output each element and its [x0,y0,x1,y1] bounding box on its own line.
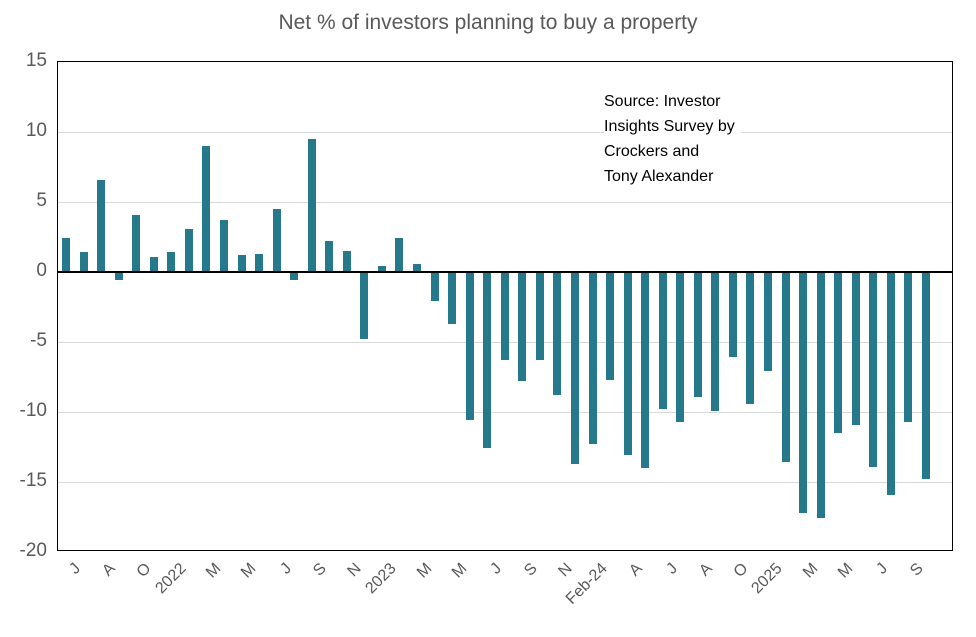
bar [237,255,246,272]
gridline [58,411,952,413]
x-tick-label: S [906,560,927,580]
bar [886,272,895,495]
bar [641,272,650,468]
x-tick-label: S [520,560,541,580]
bar [342,251,351,272]
bar [711,272,720,411]
bar [623,272,632,456]
y-tick-label: 15 [25,50,47,71]
x-tick-label: M [834,560,857,582]
x-tick-label: M [238,560,260,582]
x-tick-label: S [310,560,330,580]
gridline [58,131,952,133]
chart-title: Net % of investors planning to buy a pro… [278,11,698,34]
x-tick-label: M [202,560,225,582]
bar [377,266,386,272]
gridline [58,201,952,203]
bar [448,272,457,324]
y-tick-label: -15 [19,470,47,491]
bar [921,272,930,480]
x-tick-label: 2025 [748,560,787,598]
x-tick-label: O [133,560,155,581]
x-tick-label: A [696,560,716,580]
bar [676,272,685,422]
bar [325,241,334,272]
bar [799,272,808,513]
x-tick-label: J [276,560,295,578]
source-note-line: Crockers and [604,143,700,160]
bar [553,272,562,396]
bar [430,272,439,302]
y-tick-label: 0 [36,260,47,281]
zero-axis-line [58,271,952,273]
bar [114,272,123,281]
bar [360,272,369,340]
bar [395,238,404,272]
bar [62,238,70,272]
bar [606,272,615,380]
bar [869,272,878,467]
bar [202,146,211,272]
bar [500,272,509,361]
x-tick-label: J [873,560,892,578]
bar [97,179,106,272]
bar [290,272,299,281]
bar [167,252,176,272]
bar [132,214,141,272]
source-note: Source: Investor Insights Survey by Croc… [604,89,741,189]
x-tick-label: M [799,560,822,582]
bar [816,272,825,519]
bar [693,272,702,397]
x-tick-label: N [555,560,576,581]
x-tick-label: O [730,560,751,581]
x-tick-label: N [344,560,365,581]
bar [746,272,755,404]
bar [658,272,667,410]
y-tick-label: -20 [19,540,47,561]
source-note-line: Tony Alexander [604,168,714,185]
x-tick-label: 2023 [362,560,400,598]
bar [483,272,492,449]
x-tick-label: A [626,560,646,580]
source-note-line: Insights Survey by [604,118,735,135]
bar [307,139,316,272]
bar [904,272,913,422]
bar [588,272,597,445]
x-tick-label: M [448,560,471,582]
source-note-line: Source: Investor [604,93,721,110]
bar [518,272,527,382]
bar [781,272,790,463]
bar [535,272,544,361]
x-tick-label: A [99,560,120,580]
y-tick-label: 10 [25,120,47,141]
bar [465,272,474,421]
bar [79,252,88,272]
x-tick-label: J [66,560,85,578]
bar [834,272,843,433]
y-tick-label: 5 [36,190,47,211]
plot-area [57,61,953,551]
bar [255,253,264,272]
x-tick-label: J [487,560,506,578]
y-tick-label: -5 [30,330,47,351]
y-tick-label: -10 [19,400,47,421]
bar [764,272,773,372]
bar [272,209,281,272]
bar [219,220,228,272]
bar [149,256,158,272]
bar [728,272,737,358]
bar [413,263,422,272]
bar [184,228,193,272]
x-tick-label: 2022 [152,560,190,598]
x-tick-label: J [663,560,681,578]
bar [570,272,579,464]
x-tick-label: M [413,560,436,582]
gridline [58,481,952,483]
bar [851,272,860,425]
